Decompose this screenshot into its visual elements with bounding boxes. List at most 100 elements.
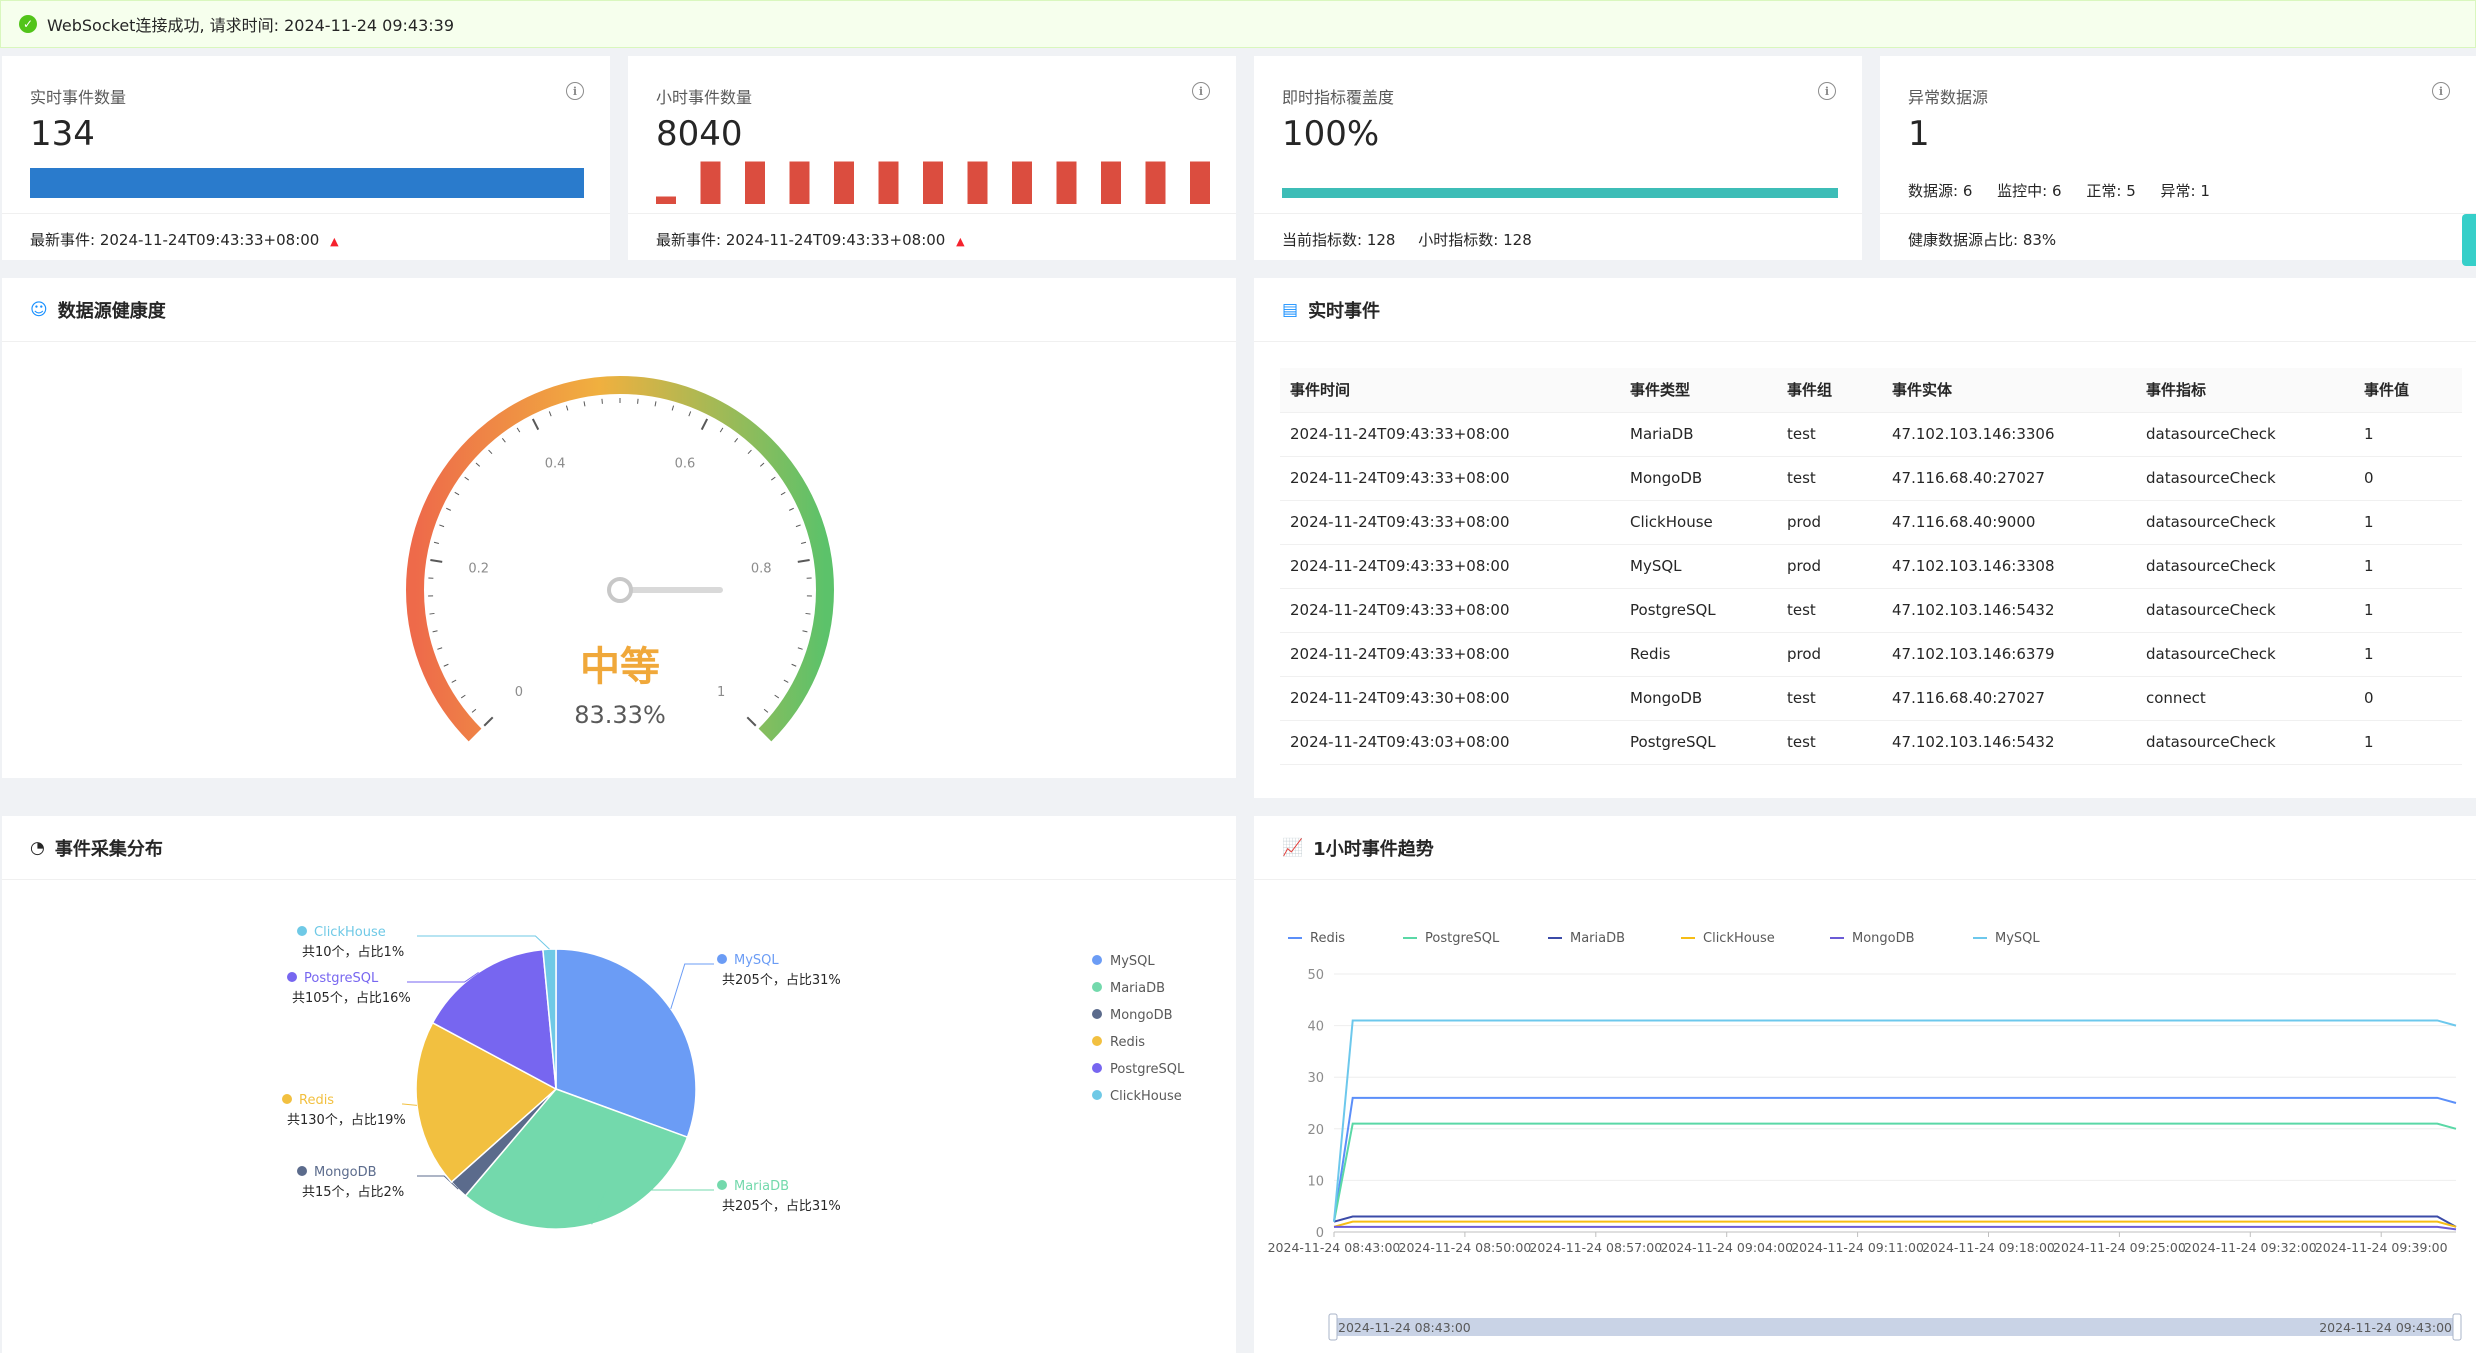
- x-tick-label: 2024-11-24 09:11:00: [1791, 1240, 1924, 1255]
- footer-label: 最新事件:: [30, 231, 96, 249]
- table-row[interactable]: 2024-11-24T09:43:33+08:00 MariaDB test 47.1…: [1280, 412, 2462, 457]
- table-cell: datasourceCheck: [2136, 632, 2354, 677]
- legend-item[interactable]: Redis: [1310, 931, 1345, 946]
- zoom-handle-left[interactable]: [1328, 1313, 1338, 1341]
- table-cell: 2024-11-24T09:43:33+08:00: [1280, 632, 1620, 677]
- legend-item[interactable]: MariaDB: [1110, 981, 1165, 996]
- info-icon[interactable]: i: [2432, 82, 2450, 100]
- pie-label-value: 共205个，占比31%: [722, 973, 841, 988]
- gauge-tick: [783, 679, 789, 683]
- side-tab[interactable]: [2462, 214, 2476, 266]
- legend-item[interactable]: MongoDB: [1110, 1008, 1173, 1023]
- panel-header: 📈 1小时事件趋势: [1254, 816, 2476, 880]
- table-row[interactable]: 2024-11-24T09:43:33+08:00 MongoDB test 47.1…: [1280, 456, 2462, 501]
- progress-bar: [30, 168, 584, 198]
- gauge-tick: [780, 491, 786, 496]
- table-row[interactable]: 2024-11-24T09:43:33+08:00 ClickHouse prod 4…: [1280, 500, 2462, 545]
- table-row[interactable]: 2024-11-24T09:43:33+08:00 Redis prod 47.102…: [1280, 632, 2462, 677]
- table-row[interactable]: 2024-11-24T09:43:03+08:00 PostgreSQL test 4…: [1280, 720, 2462, 765]
- panel-title: 事件采集分布: [54, 838, 163, 860]
- info-icon[interactable]: i: [1192, 82, 1210, 100]
- coverage-fill: [1282, 188, 1838, 198]
- gauge-tick: [791, 663, 797, 667]
- pie-label-line: [591, 1189, 714, 1225]
- mini-bar: [789, 161, 810, 204]
- gauge-tick: [451, 679, 457, 683]
- table-cell: datasourceCheck: [2136, 588, 2354, 633]
- col-header[interactable]: 事件实体: [1882, 368, 2136, 413]
- gauge-tick: [688, 411, 692, 417]
- gauge-tick: [770, 476, 776, 481]
- zoom-slider-track[interactable]: [1334, 1318, 2456, 1336]
- gauge-tick: [432, 630, 438, 633]
- gauge-tick: [746, 716, 757, 727]
- y-tick-label: 30: [1307, 1071, 1324, 1086]
- table-cell: 2024-11-24T09:43:33+08:00: [1280, 456, 1620, 501]
- legend-item[interactable]: ClickHouse: [1703, 931, 1775, 946]
- legend-item[interactable]: MongoDB: [1852, 931, 1915, 946]
- trend-line-chart: Redis PostgreSQL MariaDB ClickHouse MongoDB M…: [1268, 931, 2462, 1341]
- col-header[interactable]: 事件值: [2354, 368, 2462, 413]
- col-header[interactable]: 事件指标: [2136, 368, 2354, 413]
- gauge-tick: [429, 612, 435, 615]
- datasource-summary: 数据源: 6 监控中: 6 正常: 5 异常: 1: [1908, 182, 2210, 200]
- pie-slice[interactable]: [464, 1088, 689, 1230]
- col-header[interactable]: 事件类型: [1620, 368, 1777, 413]
- legend-dot: [1092, 982, 1102, 992]
- series-line[interactable]: [1333, 1122, 2457, 1222]
- panel-title: 1小时事件趋势: [1313, 838, 1434, 860]
- series-line[interactable]: [1334, 1225, 2457, 1231]
- legend-item[interactable]: MariaDB: [1570, 931, 1625, 946]
- gauge-tick: [700, 418, 709, 431]
- pie-label-dot: [717, 1180, 727, 1190]
- table-row[interactable]: 2024-11-24T09:43:33+08:00 MySQL prod 47.102…: [1280, 544, 2462, 589]
- gauge-tick: [548, 411, 552, 417]
- footer-label: 小时指标数:: [1418, 231, 1499, 249]
- check-circle-icon: ✓: [19, 15, 37, 33]
- legend-item[interactable]: Redis: [1110, 1035, 1145, 1050]
- table-cell: 2024-11-24T09:43:03+08:00: [1280, 720, 1620, 765]
- legend-item[interactable]: MySQL: [1995, 931, 2040, 946]
- series-line[interactable]: [1333, 1220, 2457, 1228]
- table-cell: datasourceCheck: [2136, 456, 2354, 501]
- gauge-tick: [446, 507, 452, 511]
- table-cell: 47.116.68.40:27027: [1882, 676, 2136, 721]
- series-line[interactable]: [1333, 1096, 2457, 1222]
- zoom-start-label: 2024-11-24 08:43:00: [1338, 1320, 1471, 1335]
- table-row[interactable]: 2024-11-24T09:43:30+08:00 MongoDB test 47.1…: [1280, 676, 2462, 721]
- gauge-tick: [583, 401, 586, 407]
- info-icon[interactable]: i: [566, 82, 584, 100]
- info-icon[interactable]: i: [1818, 82, 1836, 100]
- list-icon: ▤: [1282, 299, 1299, 320]
- table-cell: prod: [1777, 544, 1882, 589]
- col-header[interactable]: 事件组: [1777, 368, 1882, 413]
- col-header[interactable]: 事件时间: [1280, 368, 1620, 413]
- stat-card-realtime: 实时事件数量 i 134 最新事件: 2024-11-24T09:43:33+0…: [2, 56, 610, 260]
- zoom-handle-right[interactable]: [2452, 1313, 2462, 1341]
- panel-header: ☺ 数据源健康度: [2, 278, 1236, 342]
- distribution-panel: ◔ 事件采集分布 MySQL 共205个，占比31% MariaDB 共205个，占比…: [2, 816, 1236, 1353]
- pie-label-dot: [282, 1094, 292, 1104]
- gauge-tick: [797, 558, 810, 563]
- gauge-tick: [437, 647, 443, 650]
- alert-text: WebSocket连接成功, 请求时间: 2024-11-24 09:43:39: [47, 16, 455, 35]
- series-line[interactable]: [1333, 1215, 2457, 1228]
- legend-dot: [1092, 955, 1102, 965]
- table-cell: prod: [1777, 632, 1882, 677]
- legend-item[interactable]: ClickHouse: [1110, 1089, 1182, 1104]
- table-row[interactable]: 2024-11-24T09:43:33+08:00 PostgreSQL test 4…: [1280, 588, 2462, 633]
- gauge-tick: [774, 694, 780, 699]
- mini-bar: [700, 161, 721, 204]
- stat-card-coverage: 即时指标覆盖度 i 100% 当前指标数: 128 小时指标数: 128: [1254, 56, 1862, 260]
- table-cell: datasourceCheck: [2136, 500, 2354, 545]
- gauge-tick: [747, 449, 752, 455]
- series-line[interactable]: [1333, 1019, 2457, 1222]
- gauge-tick: [483, 716, 494, 727]
- table-cell: prod: [1777, 500, 1882, 545]
- legend-item[interactable]: PostgreSQL: [1110, 1062, 1185, 1077]
- legend-item[interactable]: PostgreSQL: [1425, 931, 1500, 946]
- table-cell: PostgreSQL: [1620, 588, 1777, 633]
- pie-slice[interactable]: [415, 1021, 558, 1184]
- gauge-tick: [671, 405, 675, 411]
- legend-item[interactable]: MySQL: [1110, 954, 1155, 969]
